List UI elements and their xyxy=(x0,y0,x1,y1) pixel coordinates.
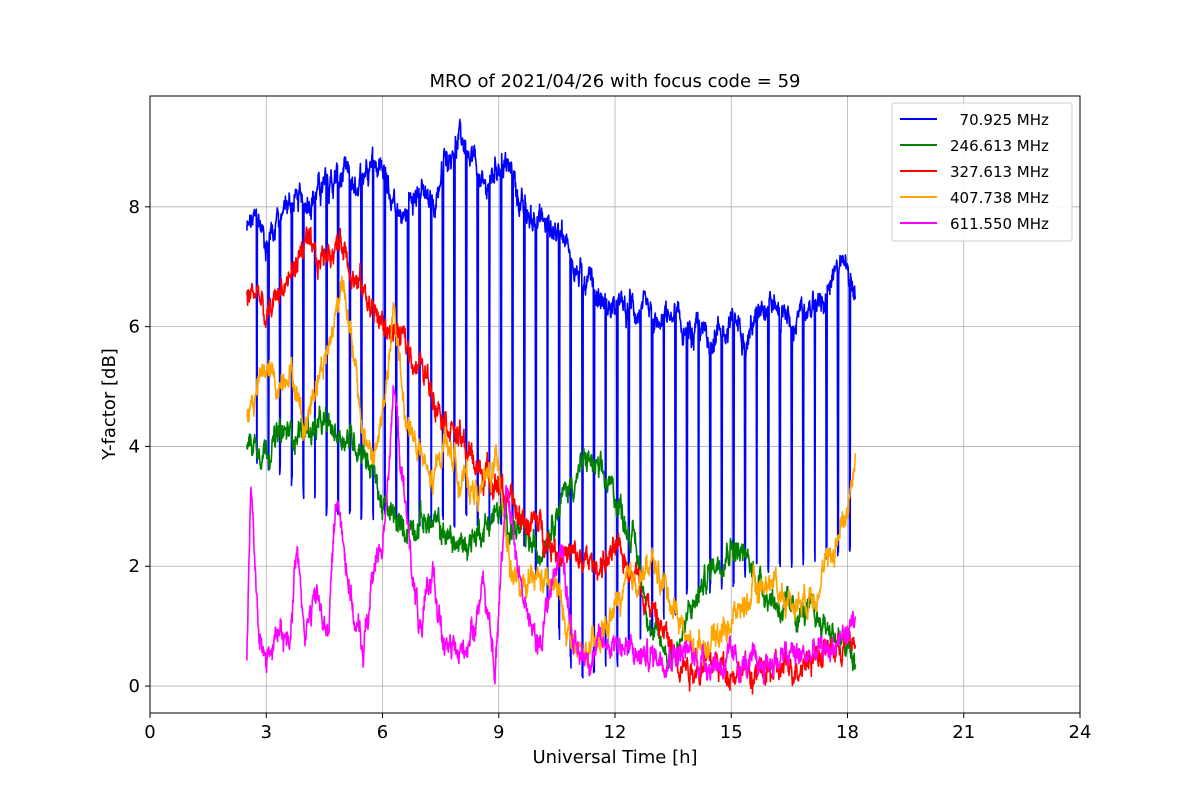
y-axis-label: Y-factor [dB] xyxy=(99,348,120,461)
x-tick-label: 15 xyxy=(720,722,743,743)
series-lines xyxy=(246,118,857,695)
legend-label: 327.613 MHz xyxy=(950,163,1049,181)
series-line-0 xyxy=(246,118,857,679)
legend-label: 407.738 MHz xyxy=(950,189,1049,207)
y-tick-label: 8 xyxy=(129,197,140,218)
legend-label: 70.925 MHz xyxy=(950,111,1049,129)
x-tick-label: 3 xyxy=(261,722,272,743)
x-tick-label: 9 xyxy=(493,722,504,743)
x-tick-label: 0 xyxy=(144,722,155,743)
x-tick-label: 21 xyxy=(952,722,975,743)
series-line-4 xyxy=(246,385,857,685)
chart-title: MRO of 2021/04/26 with focus code = 59 xyxy=(430,71,801,92)
x-tick-label: 24 xyxy=(1069,722,1092,743)
y-tick-label: 6 xyxy=(129,317,140,338)
y-tick-label: 0 xyxy=(129,676,140,697)
x-tick-label: 18 xyxy=(836,722,859,743)
legend-box xyxy=(891,102,1073,242)
series-line-2 xyxy=(246,226,857,695)
legend-label: 611.550 MHz xyxy=(950,215,1049,233)
x-axis-label: Universal Time [h] xyxy=(532,747,697,768)
x-tick-label: 6 xyxy=(377,722,388,743)
y-tick-label: 2 xyxy=(129,556,140,577)
legend-label: 246.613 MHz xyxy=(950,137,1049,155)
legend: 70.925 MHz 246.613 MHz 327.613 MHz 407.738 … xyxy=(891,102,1073,242)
y-tick-label: 4 xyxy=(129,436,140,457)
x-tick-label: 12 xyxy=(604,722,627,743)
